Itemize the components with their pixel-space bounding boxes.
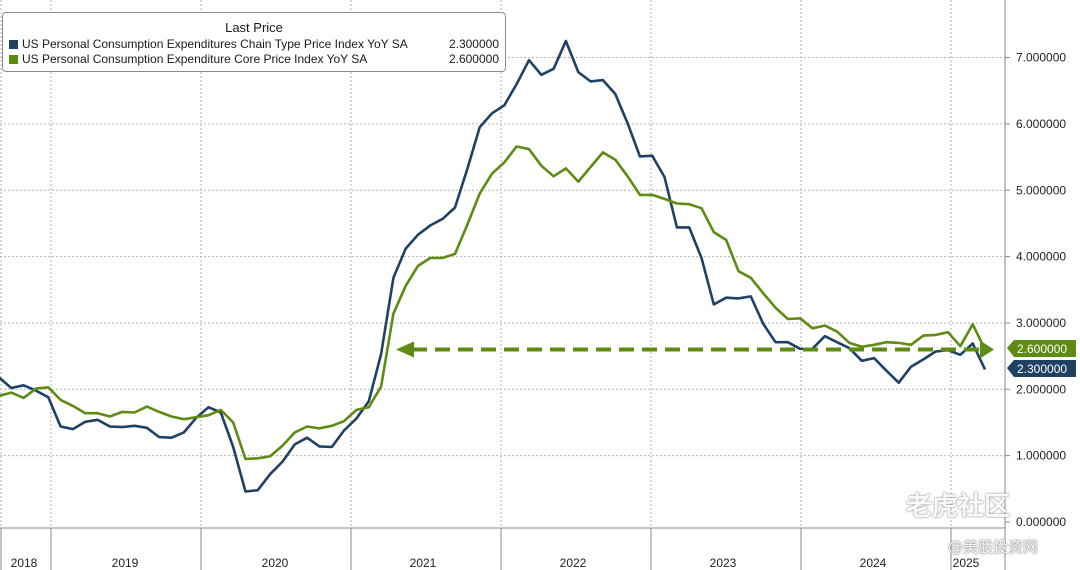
x-tick-label: 2021: [410, 556, 437, 570]
legend-value-core: 2.600000: [448, 52, 499, 66]
legend-title: Last Price: [225, 20, 283, 35]
y-axis-tick-labels: 0.000000 1.000000 2.000000 3.000000 4.000000…: [1005, 51, 1066, 529]
vertical-gridlines: [0, 0, 952, 528]
series-lines: [0, 39, 987, 493]
last-value-labels: 2.600000 2.300000: [1007, 340, 1076, 377]
y-tick-label: 2.000000: [1016, 382, 1066, 396]
horizontal-gridlines: [0, 57, 1005, 457]
x-tick-label: 2024: [860, 556, 887, 570]
legend-row-core: US Personal Consumption Expenditure Core…: [9, 52, 499, 67]
x-tick-label: 2020: [262, 556, 289, 570]
series-line-headline: [0, 39, 987, 493]
last-label-core: 2.600000: [1017, 342, 1067, 356]
watermark-logo: 老虎社区: [906, 492, 1011, 522]
last-label-bg-core: [1007, 340, 1076, 357]
x-axis-labels: 2018 2019 2020 2021 2022 2023 2024 2025: [11, 556, 980, 570]
last-label-bg-headline: [1007, 360, 1076, 377]
legend-value-headline: 2.300000: [448, 37, 499, 51]
last-label-headline: 2.300000: [1017, 362, 1067, 376]
year-dividers: [0, 528, 952, 570]
reference-arrow: [396, 340, 994, 359]
x-tick-label: 2025: [953, 556, 980, 570]
legend-box: Last Price US Personal Consumption Expen…: [2, 12, 506, 72]
x-tick-label: 2019: [112, 556, 139, 570]
reference-arrowhead-right: [980, 340, 994, 359]
series-line-core: [0, 145, 987, 461]
legend-name-headline: US Personal Consumption Expenditures Cha…: [22, 37, 408, 51]
x-tick-label: 2022: [560, 556, 587, 570]
legend-row-headline: US Personal Consumption Expenditures Cha…: [9, 37, 499, 52]
x-tick-label: 2023: [710, 556, 737, 570]
legend-swatch-core: [9, 55, 18, 64]
watermark-handle: @美股投资网: [948, 538, 1039, 556]
legend-name-core: US Personal Consumption Expenditure Core…: [22, 52, 368, 66]
y-tick-label: 7.000000: [1016, 51, 1066, 65]
reference-arrowhead-left: [396, 341, 414, 358]
y-tick-label: 3.000000: [1016, 316, 1066, 330]
y-tick-label: 1.000000: [1016, 449, 1066, 463]
x-tick-label: 2018: [11, 556, 38, 570]
legend-swatch-headline: [9, 40, 18, 49]
y-tick-label: 4.000000: [1016, 250, 1066, 264]
y-tick-label: 0.000000: [1016, 515, 1066, 529]
y-tick-label: 6.000000: [1016, 117, 1066, 131]
y-tick-label: 5.000000: [1016, 183, 1066, 197]
